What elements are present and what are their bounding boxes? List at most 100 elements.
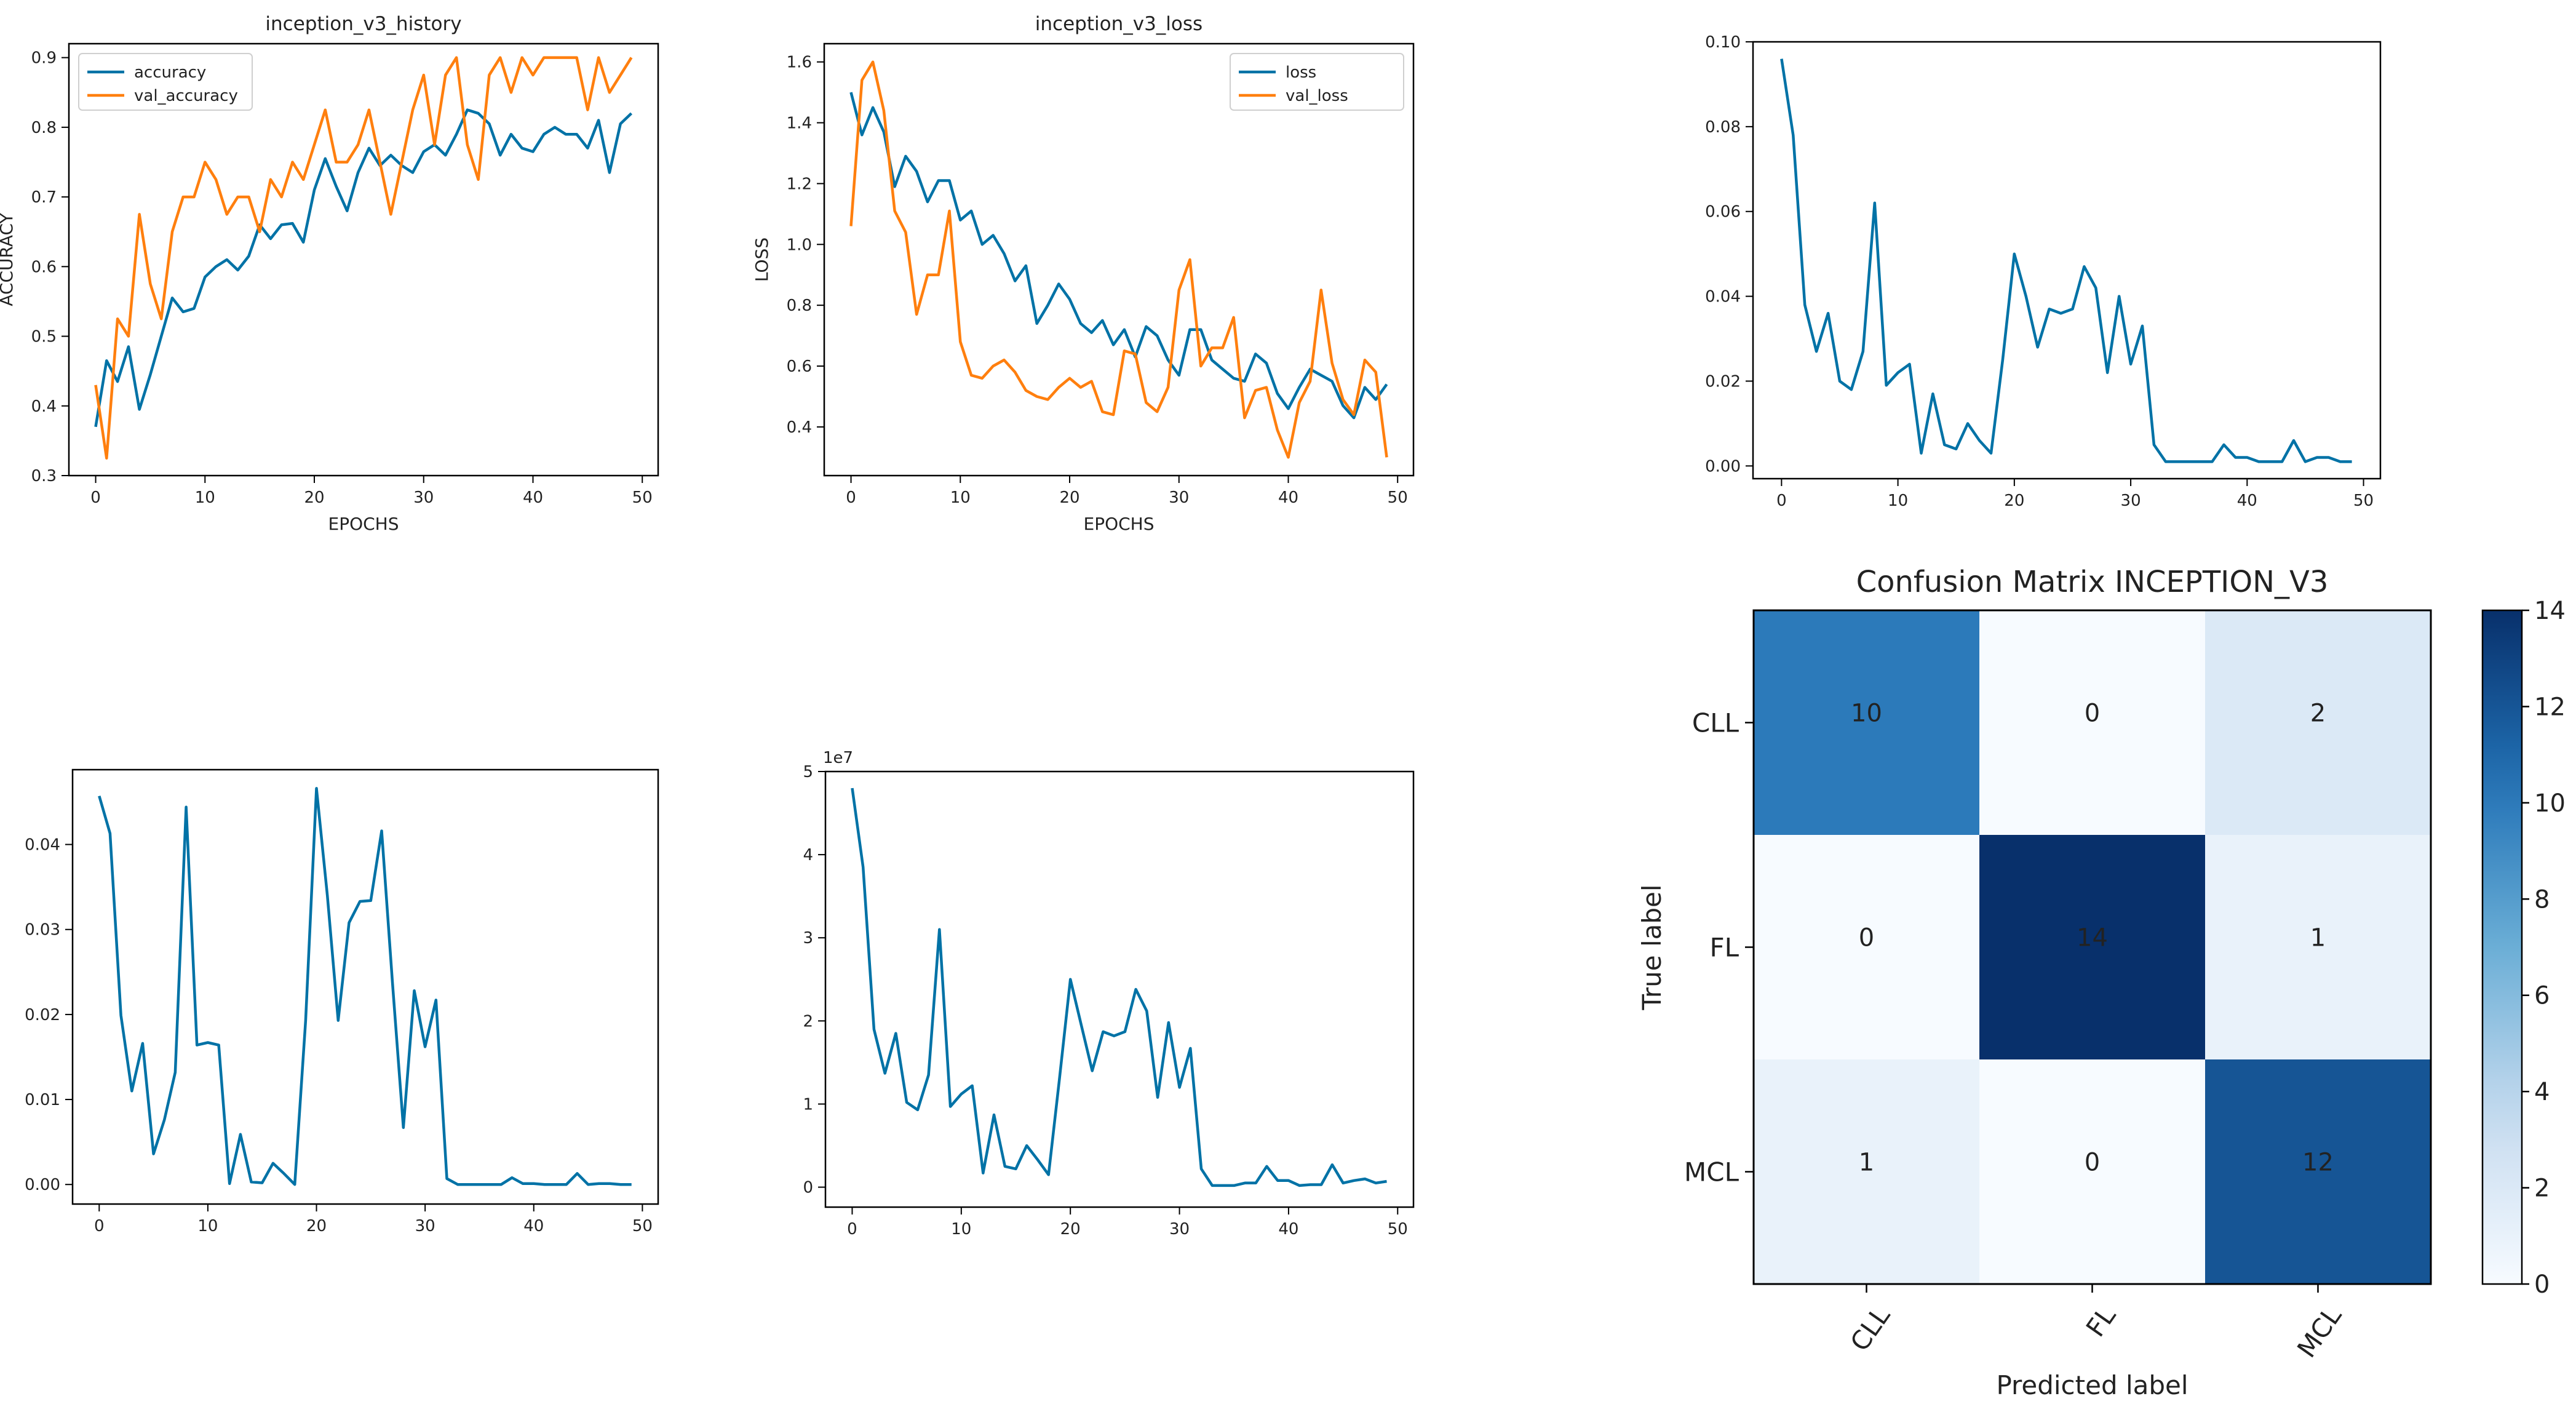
x-tick-label: 20 — [2004, 492, 2024, 510]
x-tick-label: 40 — [1278, 1220, 1298, 1239]
colorbar-tick-label: 4 — [2534, 1078, 2550, 1106]
y-tick-label: 0.04 — [25, 836, 60, 855]
y-tick-label: 0.4 — [31, 397, 57, 416]
y-tick-label: 0.02 — [25, 1006, 60, 1024]
x-tick-label: 0 — [94, 1217, 105, 1235]
x-tick-label: 40 — [523, 1217, 544, 1235]
series-line-series-0 — [98, 787, 632, 1186]
cell-value: 0 — [2085, 700, 2100, 728]
legend-entry: loss — [1286, 63, 1316, 82]
y-tick-label: 0.8 — [787, 297, 812, 315]
line-chart-4: 0 10 20 30 40 50 0 1 2 3 4 5 1e7 — [803, 749, 1415, 1239]
y-axis-label: LOSS — [752, 237, 772, 282]
cell-value: 2 — [2310, 700, 2326, 728]
matrix-cell — [1754, 610, 1979, 835]
y-tick-label: 0.06 — [1705, 203, 1741, 221]
y-tick-label: 0.10 — [1705, 33, 1741, 52]
y-tick-label: 0.08 — [1705, 118, 1741, 137]
colorbar-tick-label: 10 — [2534, 789, 2566, 818]
colorbar-tick-label: 0 — [2534, 1270, 2550, 1299]
predicted-class-label: MCL — [2291, 1301, 2348, 1363]
matrix-title: Confusion Matrix INCEPTION_V3 — [1856, 565, 2329, 599]
x-tick-label: 10 — [197, 1217, 218, 1235]
plot-frame — [71, 768, 659, 1205]
series-line-val_accuracy — [94, 56, 633, 460]
line-chart-3: 0 10 20 30 40 50 0.00 0.01 0.02 0.03 0.04 — [25, 768, 659, 1235]
y-tick-label: 5 — [803, 763, 813, 781]
legend-entry: val_loss — [1286, 87, 1348, 105]
matrix-cell — [1979, 835, 2205, 1059]
true-class-label: FL — [1709, 933, 1739, 963]
line-chart-0: inception_v3_history 0 10 20 30 40 50 0.3 0.4 0.5… — [0, 13, 659, 534]
y-tick-label: 0 — [803, 1179, 813, 1197]
matrix-cell — [1754, 835, 1979, 1059]
x-axis-label: Predicted label — [1996, 1370, 2188, 1400]
y-tick-label: 0.8 — [31, 119, 57, 137]
legend-entry: accuracy — [134, 63, 206, 82]
y-tick-label: 2 — [803, 1012, 813, 1031]
x-tick-label: 20 — [1060, 1220, 1081, 1239]
x-tick-label: 0 — [90, 489, 101, 507]
colorbar-tick-label: 6 — [2534, 982, 2550, 1010]
x-tick-label: 40 — [523, 489, 543, 507]
y-tick-label: 1.4 — [787, 114, 812, 133]
predicted-class-label: CLL — [1844, 1301, 1896, 1357]
cell-value: 1 — [1859, 1149, 1874, 1177]
x-tick-label: 50 — [1388, 1220, 1408, 1239]
x-tick-label: 10 — [951, 1220, 971, 1239]
colorbar — [2481, 609, 2523, 1285]
matrix-cell — [1979, 1059, 2205, 1284]
chart-title: inception_v3_loss — [1035, 13, 1203, 35]
matrix-cell — [2205, 610, 2431, 835]
matrix-cell — [1979, 610, 2205, 835]
axis-offset-label: 1e7 — [823, 749, 853, 767]
plot-frame — [1752, 41, 2382, 480]
predicted-class-label: FL — [2080, 1301, 2122, 1342]
x-tick-label: 30 — [2121, 492, 2141, 510]
y-tick-label: 0.03 — [25, 921, 60, 939]
cell-value: 0 — [1859, 924, 1874, 952]
x-tick-label: 50 — [632, 489, 653, 507]
cell-value: 12 — [2302, 1149, 2334, 1177]
x-tick-label: 50 — [2353, 492, 2374, 510]
y-tick-label: 0.4 — [787, 418, 812, 437]
cell-value: 14 — [2077, 924, 2108, 952]
x-tick-label: 10 — [1888, 492, 1908, 510]
x-tick-label: 10 — [950, 489, 971, 507]
y-tick-label: 0.01 — [25, 1091, 60, 1109]
y-tick-label: 0.7 — [31, 188, 57, 207]
plot-frame — [824, 770, 1415, 1208]
true-class-label: CLL — [1692, 708, 1739, 738]
colorbar-tick-label: 14 — [2534, 597, 2566, 625]
x-tick-label: 30 — [413, 489, 434, 507]
colorbar-tick-label: 8 — [2534, 885, 2550, 914]
legend: loss val_loss — [1230, 53, 1404, 111]
cell-value: 0 — [2085, 1149, 2100, 1177]
x-tick-label: 20 — [306, 1217, 327, 1235]
y-tick-label: 0.3 — [31, 467, 57, 485]
x-tick-label: 50 — [632, 1217, 653, 1235]
x-tick-label: 20 — [1059, 489, 1079, 507]
x-tick-label: 40 — [2237, 492, 2257, 510]
x-tick-label: 30 — [1169, 489, 1189, 507]
series-line-loss — [849, 92, 1388, 420]
x-tick-label: 40 — [1278, 489, 1298, 507]
cell-value: 10 — [1851, 700, 1882, 728]
y-tick-label: 0.5 — [31, 328, 57, 346]
y-tick-label: 1.6 — [787, 54, 812, 72]
legend-entry: val_accuracy — [134, 87, 238, 105]
legend: accuracy val_accuracy — [78, 53, 253, 111]
y-tick-label: 1.0 — [787, 236, 812, 254]
y-tick-label: 0.6 — [31, 258, 57, 276]
true-class-label: MCL — [1684, 1157, 1739, 1187]
plot-frame — [68, 42, 659, 477]
x-axis-label: EPOCHS — [328, 514, 399, 534]
line-chart-1: inception_v3_loss 0 10 20 30 40 50 0.4 0.6 0.8 1.0… — [752, 13, 1415, 534]
y-tick-label: 0.00 — [1705, 457, 1741, 476]
matrix-cell — [2205, 835, 2431, 1059]
x-tick-label: 50 — [1388, 489, 1408, 507]
line-chart-2: 0 10 20 30 40 50 0.00 0.02 0.04 0.06 0.08 0.10 — [1705, 33, 2382, 510]
y-tick-label: 0.00 — [25, 1176, 60, 1194]
x-tick-label: 0 — [847, 1220, 857, 1239]
